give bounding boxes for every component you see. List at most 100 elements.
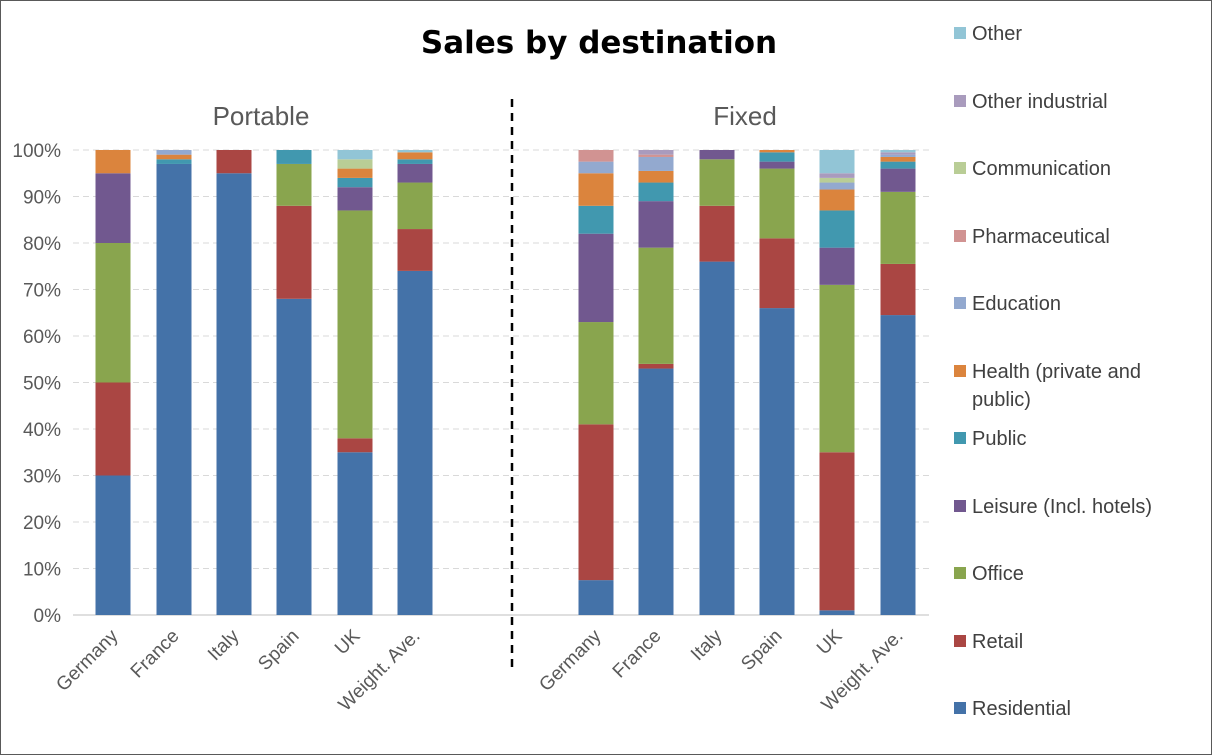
y-tick-label: 10% <box>23 560 61 581</box>
bar-segment-fixed-4-2 <box>819 284 855 453</box>
bar-segment-fixed-5-4 <box>880 161 916 169</box>
y-tick-label: 90% <box>23 188 61 209</box>
bar-segment-fixed-1-4 <box>638 182 674 202</box>
legend-swatch <box>954 230 966 242</box>
category-label: UK <box>331 625 365 659</box>
bar-segment-fixed-1-5 <box>638 170 674 183</box>
legend-label: Other <box>972 23 1022 45</box>
legend-swatch <box>954 432 966 444</box>
legend-swatch <box>954 95 966 107</box>
legend-swatch <box>954 702 966 714</box>
bar-segment-portable-5-4 <box>397 159 433 164</box>
bar-segment-portable-4-8 <box>337 159 373 169</box>
bar-segment-fixed-4-5 <box>819 189 855 211</box>
bar-segment-fixed-3-2 <box>759 168 795 239</box>
bar-segment-portable-4-5 <box>337 168 373 178</box>
bar-segment-fixed-2-3 <box>699 150 735 160</box>
bar-segment-portable-0-1 <box>95 382 131 476</box>
bar-segment-portable-0-2 <box>95 243 131 383</box>
gridlines <box>73 149 929 616</box>
y-tick-label: 30% <box>23 467 61 488</box>
bar-segment-fixed-3-1 <box>759 238 795 309</box>
legend: Other Other industrial Communication Pharma… <box>954 23 1152 720</box>
category-label: France <box>609 626 666 683</box>
bar-segment-portable-5-0 <box>397 270 433 615</box>
bar-segment-fixed-0-6 <box>578 161 614 174</box>
bar-segment-fixed-0-2 <box>578 322 614 425</box>
y-tick-label: 70% <box>23 281 61 302</box>
bar-segment-portable-4-0 <box>337 452 373 615</box>
bar-segment-portable-4-10 <box>337 150 373 160</box>
bar-segment-fixed-2-1 <box>699 205 735 262</box>
bar-segment-fixed-1-7 <box>638 154 674 157</box>
bar-segment-fixed-3-5 <box>759 150 795 153</box>
bar-segment-fixed-3-0 <box>759 308 795 615</box>
legend-swatch <box>954 162 966 174</box>
legend-label: Office <box>972 563 1024 585</box>
category-label: Italy <box>204 625 244 665</box>
bar-segment-fixed-1-9 <box>638 150 674 155</box>
bar-segment-portable-1-6 <box>156 150 192 155</box>
bar-segment-fixed-4-0 <box>819 610 855 615</box>
y-tick-label: 0% <box>34 606 62 627</box>
bar-segment-portable-1-4 <box>156 159 192 164</box>
bar-segment-fixed-5-10 <box>880 150 916 153</box>
bar-segment-portable-0-3 <box>95 173 131 243</box>
bar-segment-portable-0-5 <box>95 150 131 174</box>
category-label: Germany <box>535 625 605 695</box>
bar-segment-fixed-5-2 <box>880 191 916 264</box>
legend-label: Health (private and public) <box>972 361 1141 411</box>
legend-label: Communication <box>972 158 1111 180</box>
bar-segment-portable-0-0 <box>95 475 131 615</box>
bar-segment-fixed-4-4 <box>819 210 855 248</box>
bar-segment-portable-5-10 <box>397 150 433 153</box>
bar-segment-fixed-0-1 <box>578 424 614 581</box>
bar-segment-portable-4-4 <box>337 177 373 188</box>
bar-segment-fixed-4-1 <box>819 452 855 611</box>
bar-segment-portable-1-5 <box>156 154 192 160</box>
y-tick-label: 40% <box>23 420 61 441</box>
y-tick-label: 80% <box>23 234 61 255</box>
bar-segment-portable-5-1 <box>397 229 433 271</box>
chart-title: Sales by destination <box>421 25 777 61</box>
bar-segment-fixed-1-2 <box>638 247 674 364</box>
legend-swatch <box>954 635 966 647</box>
group-title-fixed: Fixed <box>713 101 777 131</box>
bar-segment-fixed-0-5 <box>578 173 614 206</box>
category-label: Spain <box>254 626 303 675</box>
bar-segment-portable-1-0 <box>156 163 192 615</box>
bar-segment-fixed-4-6 <box>819 182 855 190</box>
bar-segment-portable-3-1 <box>276 205 312 299</box>
bar-segment-portable-3-2 <box>276 163 312 206</box>
bar-segment-fixed-0-3 <box>578 233 614 323</box>
bar-segment-fixed-1-3 <box>638 201 674 248</box>
bar-segment-portable-4-3 <box>337 187 373 211</box>
bar-segment-fixed-0-0 <box>578 580 614 615</box>
bar-segment-fixed-1-0 <box>638 368 674 615</box>
bar-segment-fixed-5-5 <box>880 156 916 162</box>
category-label: Germany <box>52 625 122 695</box>
legend-label: Residential <box>972 698 1071 720</box>
legend-swatch <box>954 27 966 39</box>
legend-swatch <box>954 567 966 579</box>
bar-segment-fixed-4-8 <box>819 177 855 183</box>
bar-segment-portable-3-4 <box>276 150 312 164</box>
group-title-portable: Portable <box>213 101 310 131</box>
legend-swatch <box>954 500 966 512</box>
bar-segment-fixed-1-1 <box>638 363 674 369</box>
bar-segment-fixed-2-2 <box>699 159 735 206</box>
bar-segment-portable-5-2 <box>397 182 433 230</box>
legend-label: Public <box>972 428 1026 450</box>
bar-segment-fixed-4-9 <box>819 173 855 178</box>
bar-segment-fixed-3-4 <box>759 152 795 162</box>
legend-label: Other industrial <box>972 91 1108 113</box>
bars <box>95 150 916 615</box>
bar-segment-portable-5-3 <box>397 163 433 183</box>
bar-segment-portable-2-0 <box>216 173 252 615</box>
legend-label: Retail <box>972 631 1023 653</box>
bar-segment-fixed-5-6 <box>880 154 916 157</box>
bar-segment-fixed-4-10 <box>819 150 855 174</box>
